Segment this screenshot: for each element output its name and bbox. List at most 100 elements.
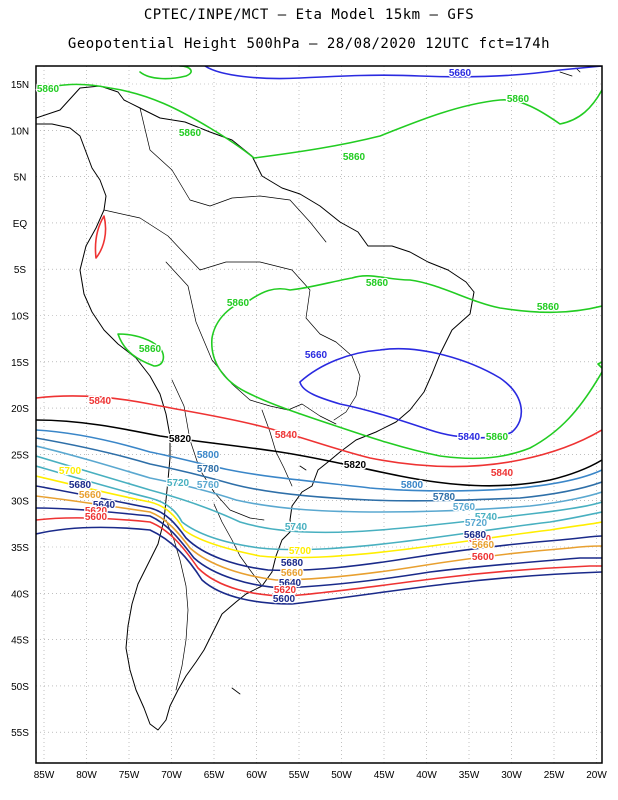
contour-label: 5620 (85, 506, 108, 517)
contour-label: 5600 (273, 594, 296, 605)
lat-tick-label: 15S (11, 358, 29, 369)
lon-tick-label: 45W (374, 770, 395, 781)
grid-lines (36, 66, 602, 763)
contour-5820 (36, 419, 602, 487)
contour-label: 5660 (449, 68, 472, 79)
contour-label: 5800 (197, 450, 220, 461)
contour-5860-south (211, 299, 602, 460)
contour-label: 5700 (289, 546, 312, 557)
lat-tick-label: 15N (11, 80, 29, 91)
contour-label: 5660 (305, 350, 328, 361)
lat-tick-label: 20S (11, 404, 29, 415)
contour-label: 5820 (344, 460, 367, 471)
lat-tick-label: EQ (13, 219, 28, 230)
contour-label: 5660 (281, 568, 304, 579)
contour-label: 5640 (93, 500, 116, 511)
contour-labels: 5660 5860 5860 5860 5860 5860 5860 5860 5860 5860… (36, 67, 561, 607)
lon-tick-label: 75W (119, 770, 140, 781)
contour-label: 5680 (464, 530, 487, 541)
contour-label: 5740 (475, 512, 498, 523)
contour-5880-loop (299, 347, 523, 439)
island-details (231, 67, 581, 695)
lon-tick-label: 65W (204, 770, 225, 781)
contour-5640 (36, 507, 602, 589)
lat-tick-label: 45S (11, 636, 29, 647)
lat-tick-label: 55S (11, 728, 29, 739)
contour-5660-north (204, 66, 602, 80)
contour-label: 5860 (537, 302, 560, 313)
contour-5780 (36, 437, 602, 502)
lon-tick-label: 55W (289, 770, 310, 781)
south-america-coastline (36, 85, 475, 731)
lon-tick-label: 60W (246, 770, 267, 781)
lat-tick-label: 10N (11, 126, 29, 137)
lon-tick-label: 50W (331, 770, 352, 781)
lon-tick-label: 25W (544, 770, 565, 781)
contour-label: 5780 (197, 464, 220, 475)
lon-tick-label: 85W (34, 770, 55, 781)
contour-label: 5640 (279, 578, 302, 589)
contour-label: 5600 (85, 512, 108, 523)
lat-tick-label: 40S (11, 589, 29, 600)
contour-5760 (36, 445, 602, 513)
lon-tick-label: 40W (416, 770, 437, 781)
contour-label: 5860 (227, 298, 250, 309)
contour-label: 5840 (275, 430, 298, 441)
contour-label: 5860 (507, 94, 530, 105)
contour-5860-andes (117, 333, 165, 367)
map-frame (35, 65, 603, 764)
contour-5860-north (36, 83, 602, 159)
contour-label: 5800 (401, 480, 424, 491)
lat-tick-label: 50S (11, 682, 29, 693)
lon-tick-label: 30W (501, 770, 522, 781)
title-line-1: CPTEC/INPE/MCT – Eta Model 15km – GFS (143, 7, 475, 23)
lat-tick-label: 5S (14, 265, 27, 276)
lon-tick-label: 80W (76, 770, 97, 781)
lat-tick-label: 30S (11, 497, 29, 508)
contour-5740 (36, 455, 602, 534)
contour-5680 (36, 485, 602, 572)
title-line-2: Geopotential Height 500hPa – 28/08/2020 … (67, 36, 551, 52)
contour-label: 5660 (79, 490, 102, 501)
contour-5860-north-blob (139, 66, 192, 80)
contour-label: 5820 (169, 434, 192, 445)
contour-label: 5860 (179, 128, 202, 139)
contour-label: 5840 (491, 468, 514, 479)
contour-label: 5760 (197, 480, 220, 491)
contour-label: 5680 (281, 558, 304, 569)
contour-label: 5620 (469, 534, 492, 545)
contour-label: 5720 (465, 518, 488, 529)
contour-label: 5660 (472, 540, 495, 551)
contour-5840 (36, 395, 602, 468)
contour-label: 5740 (285, 522, 308, 533)
lat-tick-label: 10S (11, 312, 29, 323)
contour-label: 5780 (433, 492, 456, 503)
contour-label: 5600 (472, 552, 495, 563)
contour-5860-plateau (249, 274, 602, 314)
lon-tick-label: 70W (161, 770, 182, 781)
contour-label: 5860 (343, 152, 366, 163)
contour-label: 5860 (37, 84, 60, 95)
contour-label: 5760 (453, 502, 476, 513)
contour-5600 (36, 526, 602, 605)
lon-tick-label: 20W (586, 770, 607, 781)
contour-5840-equator (94, 215, 107, 259)
lat-tick-label: 5N (14, 173, 27, 184)
contour-label: 5860 (139, 344, 162, 355)
contour-5800 (36, 429, 602, 492)
contour-5620 (36, 517, 602, 597)
map-background (36, 66, 602, 763)
contour-label: 5840 (458, 432, 481, 443)
contour-label: 5720 (167, 478, 190, 489)
lat-tick-label: 25S (11, 450, 29, 461)
contour-label: 5840 (89, 396, 112, 407)
lat-tick-label: 35S (11, 543, 29, 554)
lon-tick-label: 35W (459, 770, 480, 781)
axis-ticks: 85W 80W 75W 70W 65W 60W 55W 50W 45W 40W 35W 30W 25W 2… (11, 80, 608, 781)
contour-5720 (36, 465, 602, 551)
contour-label: 5860 (366, 278, 389, 289)
contour-5700 (36, 475, 602, 559)
contour-label: 5860 (486, 432, 509, 443)
contour-label: 5680 (69, 480, 92, 491)
